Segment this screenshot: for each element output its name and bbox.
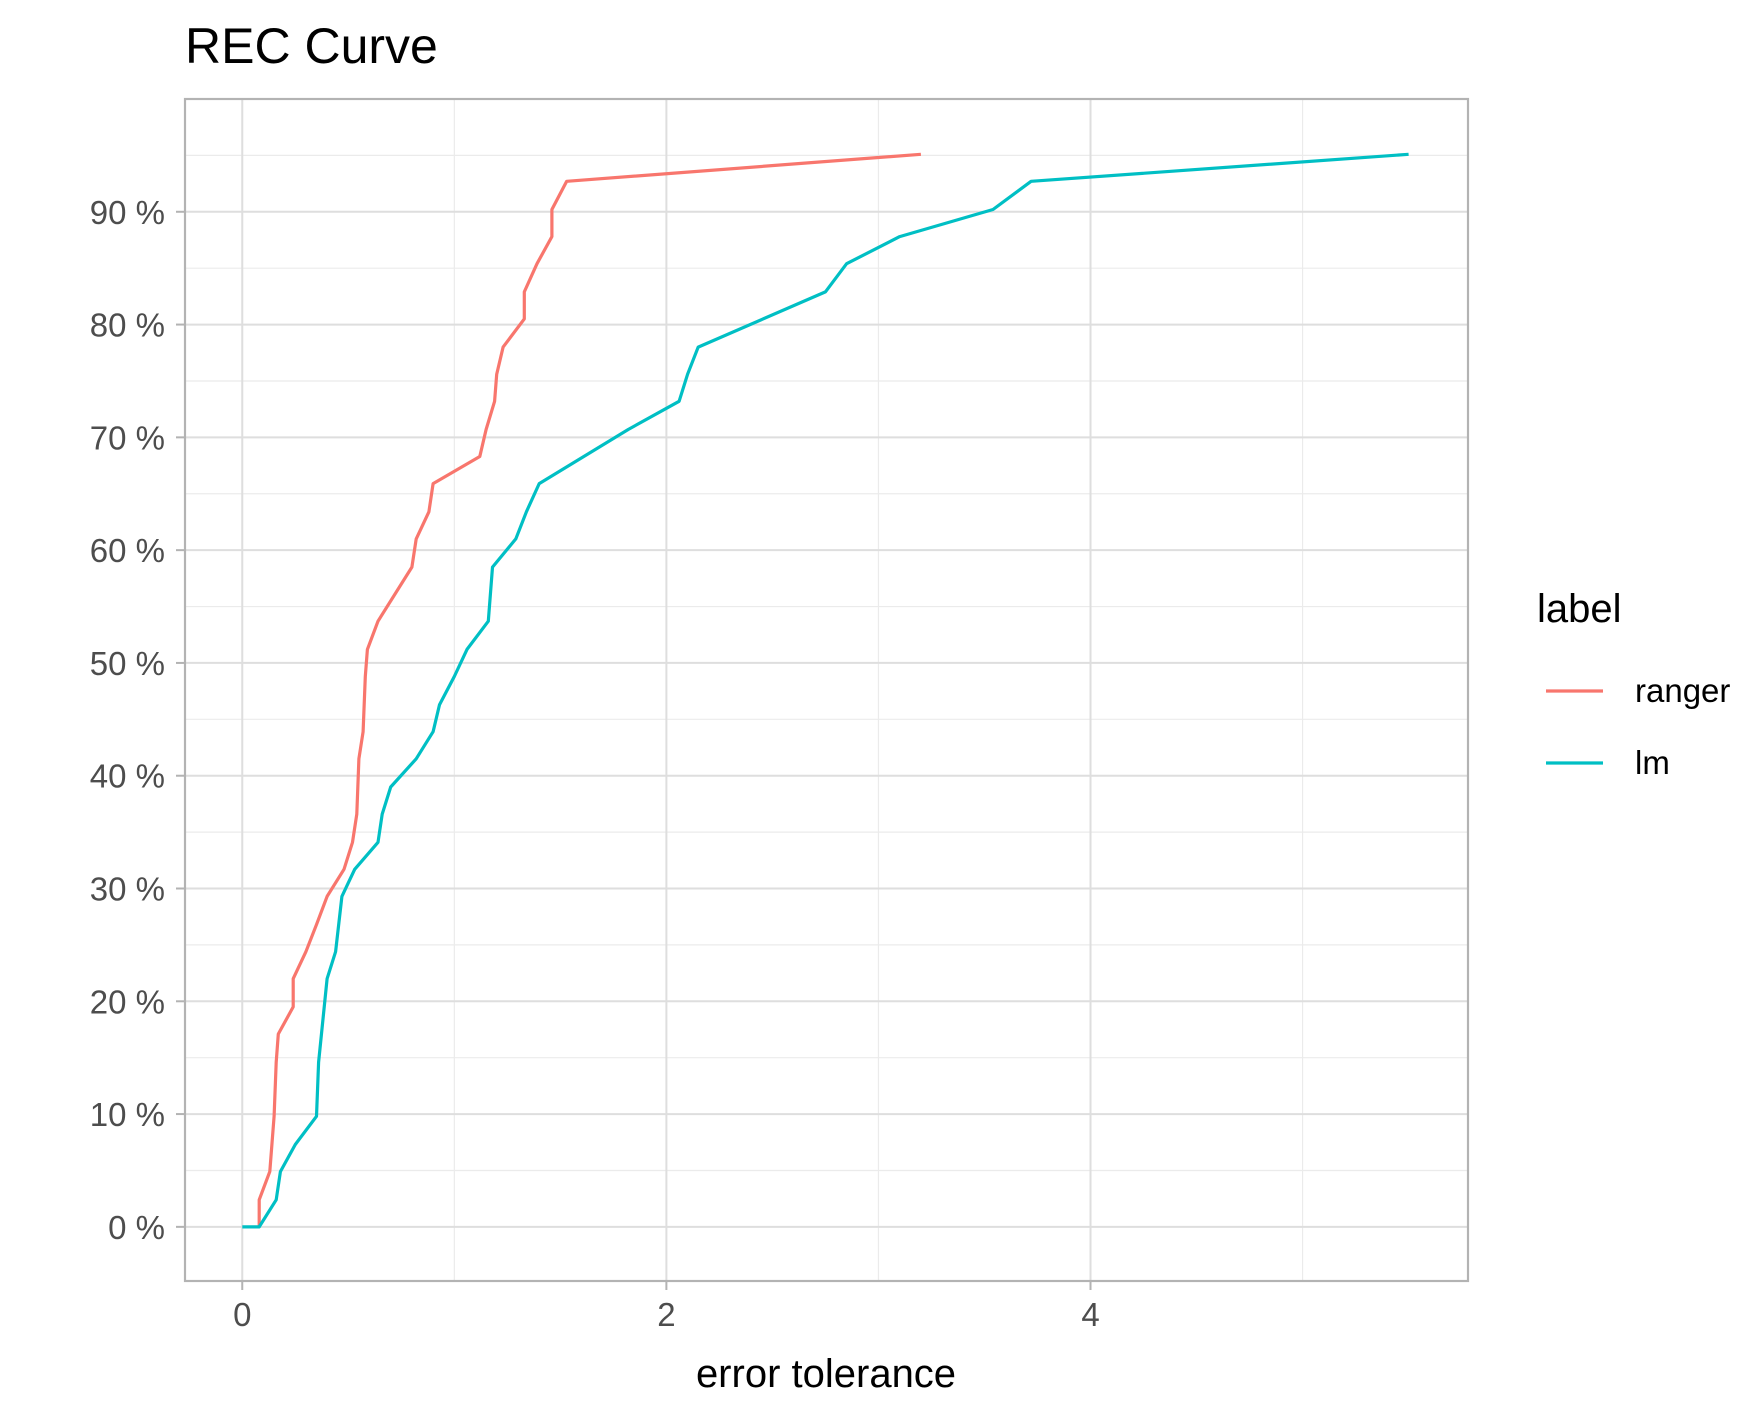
y-tick-label-1: 10 % xyxy=(90,1096,165,1133)
y-tick-label-3: 30 % xyxy=(90,871,165,908)
series-layer xyxy=(242,152,1409,1229)
y-axis-ticks: 0 % 10 % 20 % 30 % 40 % 50 % 60 % 70 % 80 % 90 % xyxy=(90,194,185,1246)
y-tick-label-9: 90 % xyxy=(90,194,165,231)
legend-items: ranger lm xyxy=(1546,672,1730,781)
plot-panel-border xyxy=(183,97,1470,1283)
legend-title: label xyxy=(1537,587,1622,631)
chart-title: REC Curve xyxy=(185,18,438,74)
y-tick-label-2: 20 % xyxy=(90,983,165,1020)
legend: label ranger lm xyxy=(1537,587,1730,781)
legend-label-lm: lm xyxy=(1635,744,1670,781)
y-tick-label-7: 70 % xyxy=(90,419,165,456)
y-tick-label-8: 80 % xyxy=(90,307,165,344)
grid-layer xyxy=(185,99,1468,1281)
y-tick-label-4: 40 % xyxy=(90,758,165,795)
y-tick-label-5: 50 % xyxy=(90,645,165,682)
y-tick-label-6: 60 % xyxy=(90,532,165,569)
x-axis-title: error tolerance xyxy=(696,1352,956,1396)
x-tick-label-2: 4 xyxy=(1081,1296,1099,1333)
y-tick-label-0: 0 % xyxy=(108,1209,165,1246)
legend-label-ranger: ranger xyxy=(1635,672,1730,709)
series-line-lm xyxy=(242,152,1409,1229)
x-tick-label-1: 2 xyxy=(657,1296,675,1333)
series-line-ranger xyxy=(257,152,922,1227)
x-tick-label-0: 0 xyxy=(233,1296,251,1333)
x-axis-ticks: 0 2 4 xyxy=(233,1281,1100,1333)
